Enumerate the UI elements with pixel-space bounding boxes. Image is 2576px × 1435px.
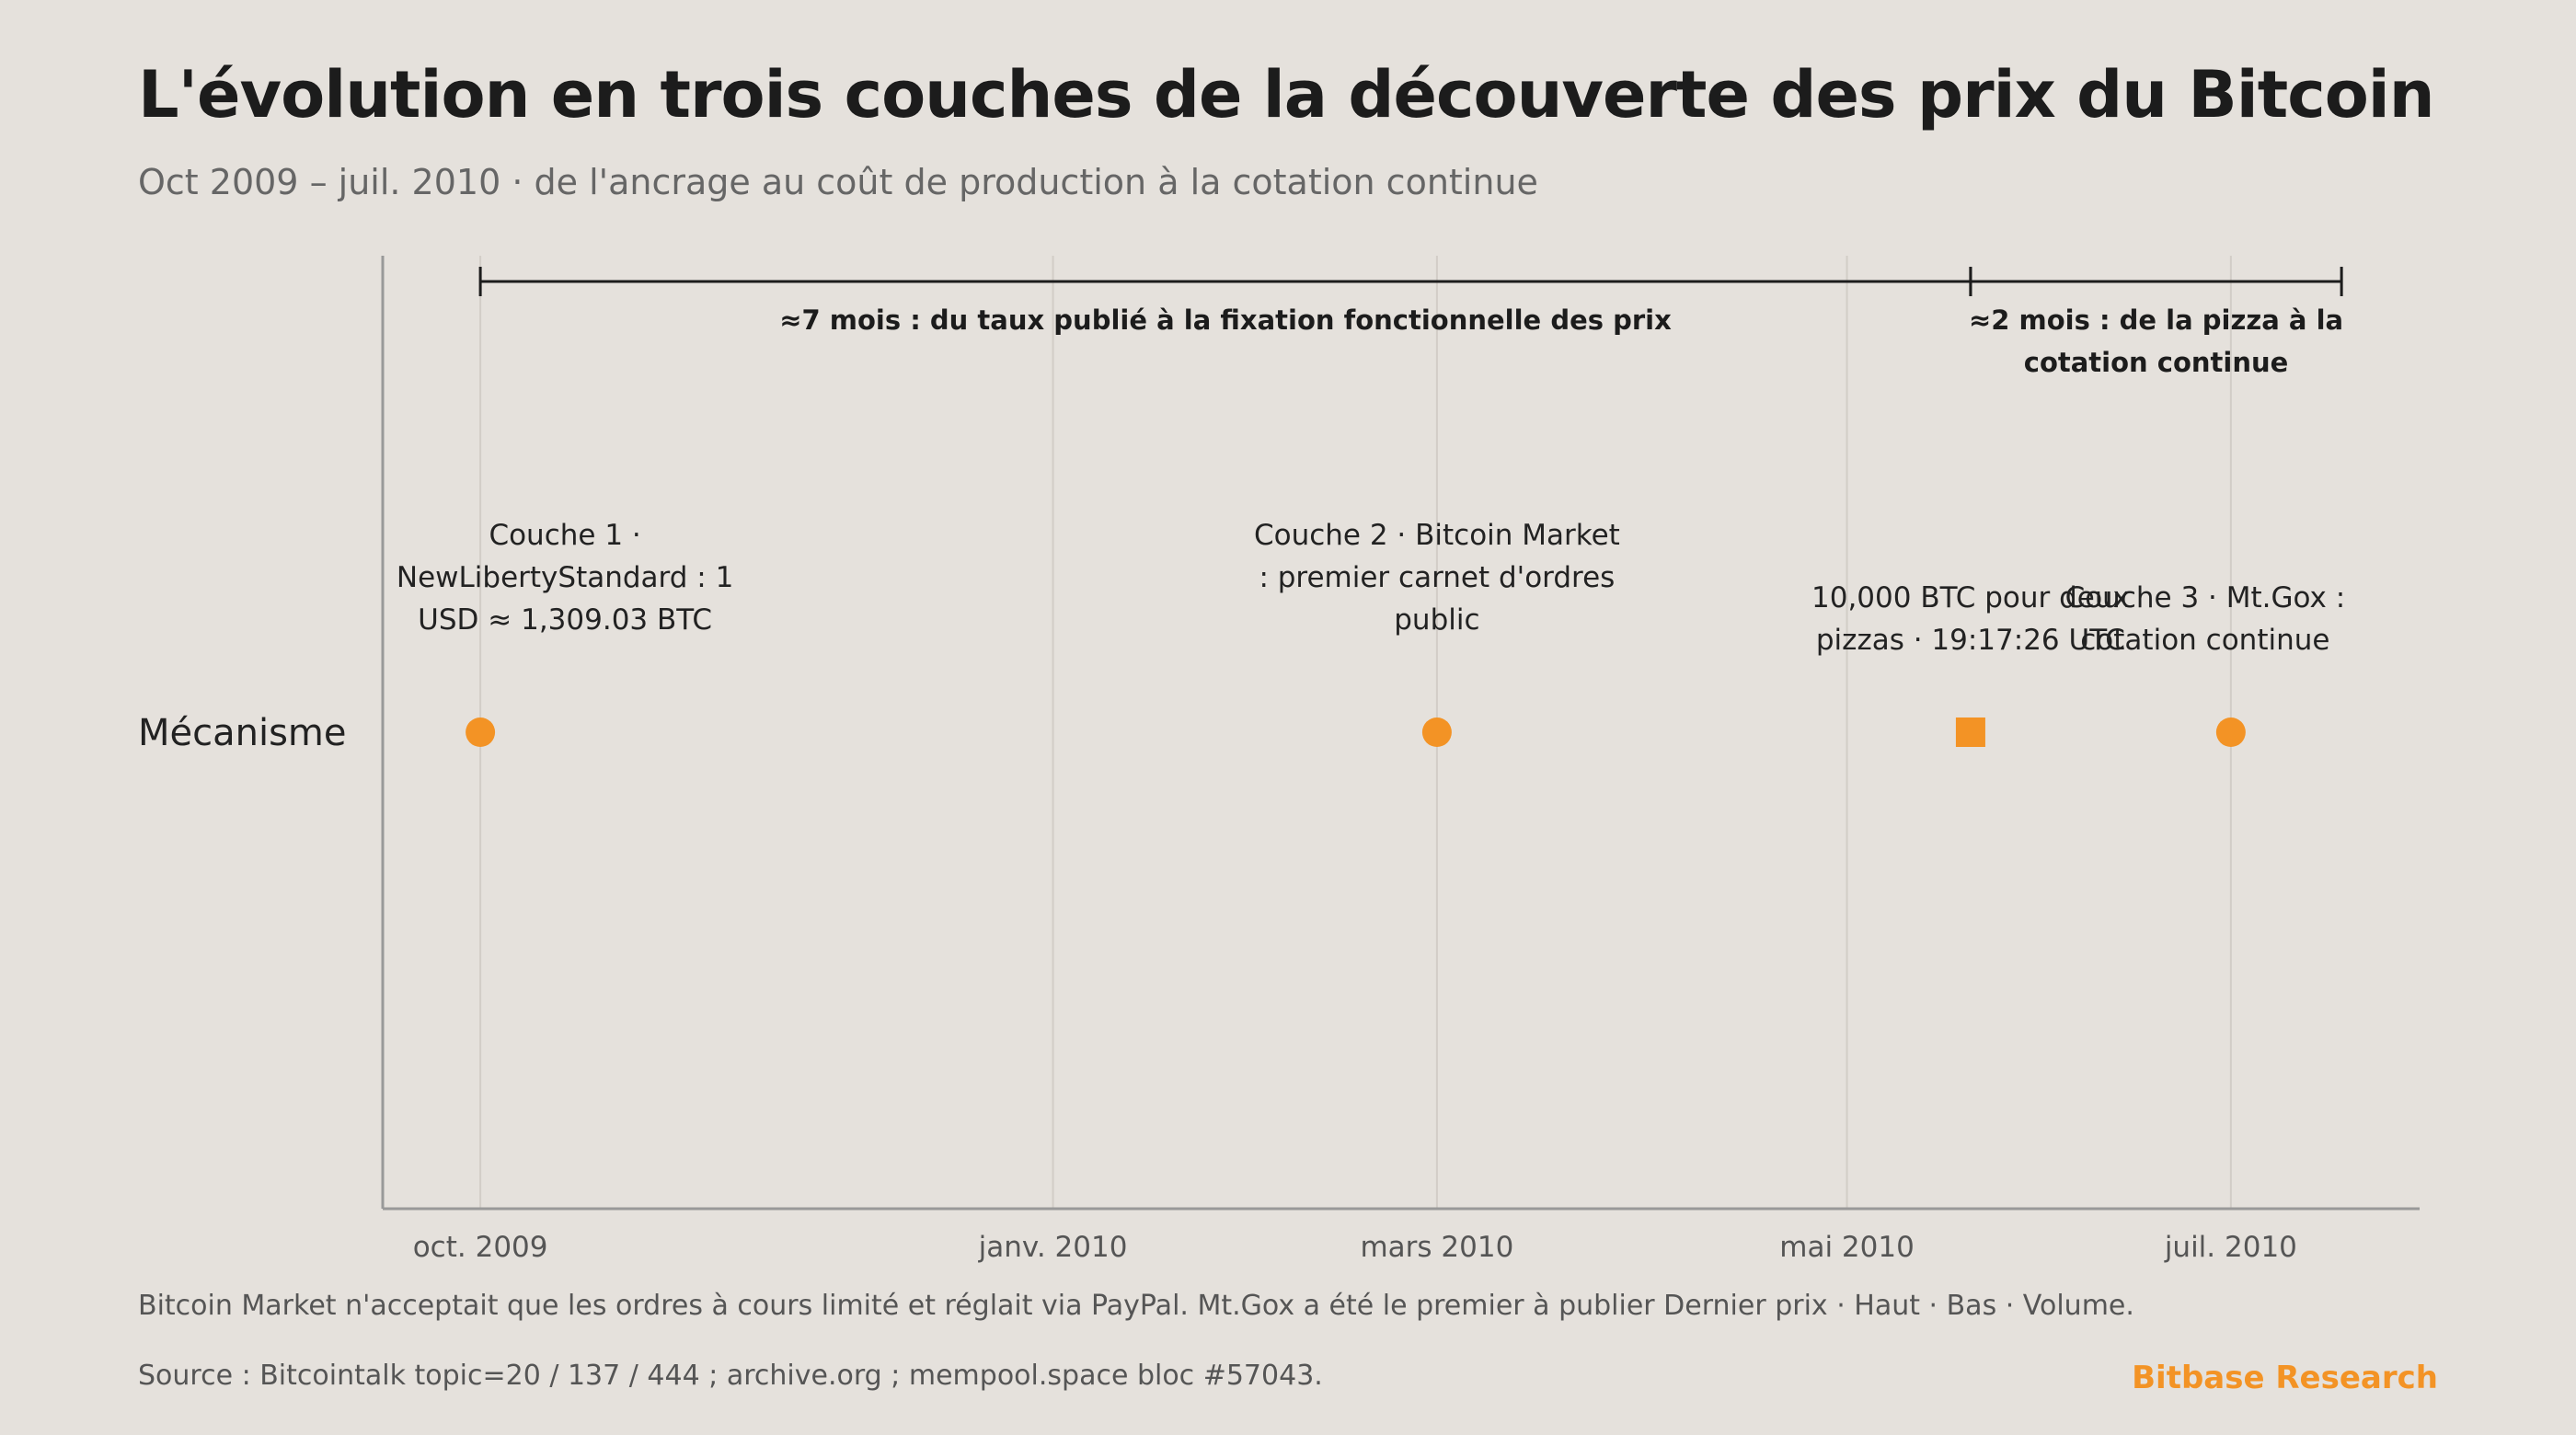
brand-logo-text: Bitbase Research (2132, 1360, 2438, 1396)
span-label: ≈2 mois : de la pizza à la cotation conti… (1969, 304, 2343, 378)
footnote: Bitcoin Market n'acceptait que les ordre… (138, 1290, 2134, 1322)
event-marker-circle (2215, 718, 2246, 747)
chart-title: L'évolution en trois couches de la décou… (138, 57, 2435, 132)
event-label: Couche 2 · Bitcoin Market: premier carne… (1254, 519, 1620, 637)
span-label: ≈7 mois : du taux publié à la fixation f… (779, 304, 1672, 336)
x-tick-label: mars 2010 (1360, 1231, 1513, 1264)
y-category-label: Mécanisme (138, 712, 347, 754)
x-tick-label: mai 2010 (1779, 1231, 1915, 1264)
event-marker-square (1955, 718, 1985, 747)
x-tick-label: juil. 2010 (2164, 1231, 2297, 1264)
event-label: 10,000 BTC pour deux pizzas · 19:17:26 UT… (1811, 581, 2130, 657)
x-tick-label: oct. 2009 (413, 1231, 548, 1264)
event-marker-circle (466, 718, 496, 747)
x-tick-label: janv. 2010 (978, 1231, 1128, 1264)
event-label: Couche 3 · Mt.Gox : cotation continue (2065, 581, 2346, 657)
event-label: Couche 1 · NewLibertyStandard : 1 USD ≈ 1,… (397, 519, 733, 637)
event-marker-circle (1421, 718, 1452, 747)
chart-subtitle: Oct 2009 – juil. 2010 · de l'ancrage au … (138, 162, 1538, 202)
source-note: Source : Bitcointalk topic=20 / 137 / 44… (138, 1360, 1323, 1392)
